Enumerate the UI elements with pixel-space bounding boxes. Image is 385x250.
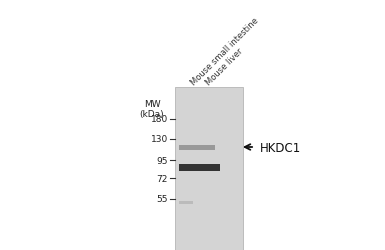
Text: 180: 180 [151, 115, 168, 124]
Bar [179, 145, 215, 150]
Bar [175, 88, 243, 250]
Text: 130: 130 [151, 135, 168, 144]
Text: 95: 95 [156, 156, 168, 165]
Bar [179, 164, 220, 171]
Text: MW
(kDa): MW (kDa) [140, 100, 164, 119]
Text: Mouse small intestine: Mouse small intestine [189, 16, 260, 87]
Text: 55: 55 [156, 195, 168, 204]
Text: HKDC1: HKDC1 [260, 141, 301, 154]
Bar [179, 201, 193, 204]
Text: 72: 72 [157, 174, 168, 183]
Text: Mouse liver: Mouse liver [204, 46, 244, 87]
